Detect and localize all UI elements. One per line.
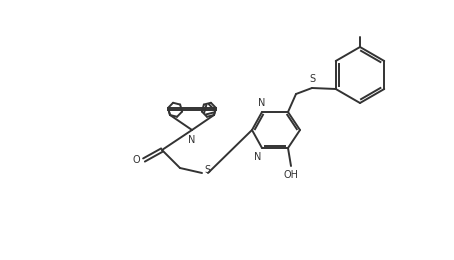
- Text: O: O: [133, 155, 140, 165]
- Text: S: S: [204, 165, 210, 175]
- Text: OH: OH: [283, 170, 298, 180]
- Text: N: N: [188, 135, 196, 145]
- Text: S: S: [309, 74, 315, 84]
- Text: N: N: [258, 98, 266, 108]
- Text: N: N: [254, 152, 262, 162]
